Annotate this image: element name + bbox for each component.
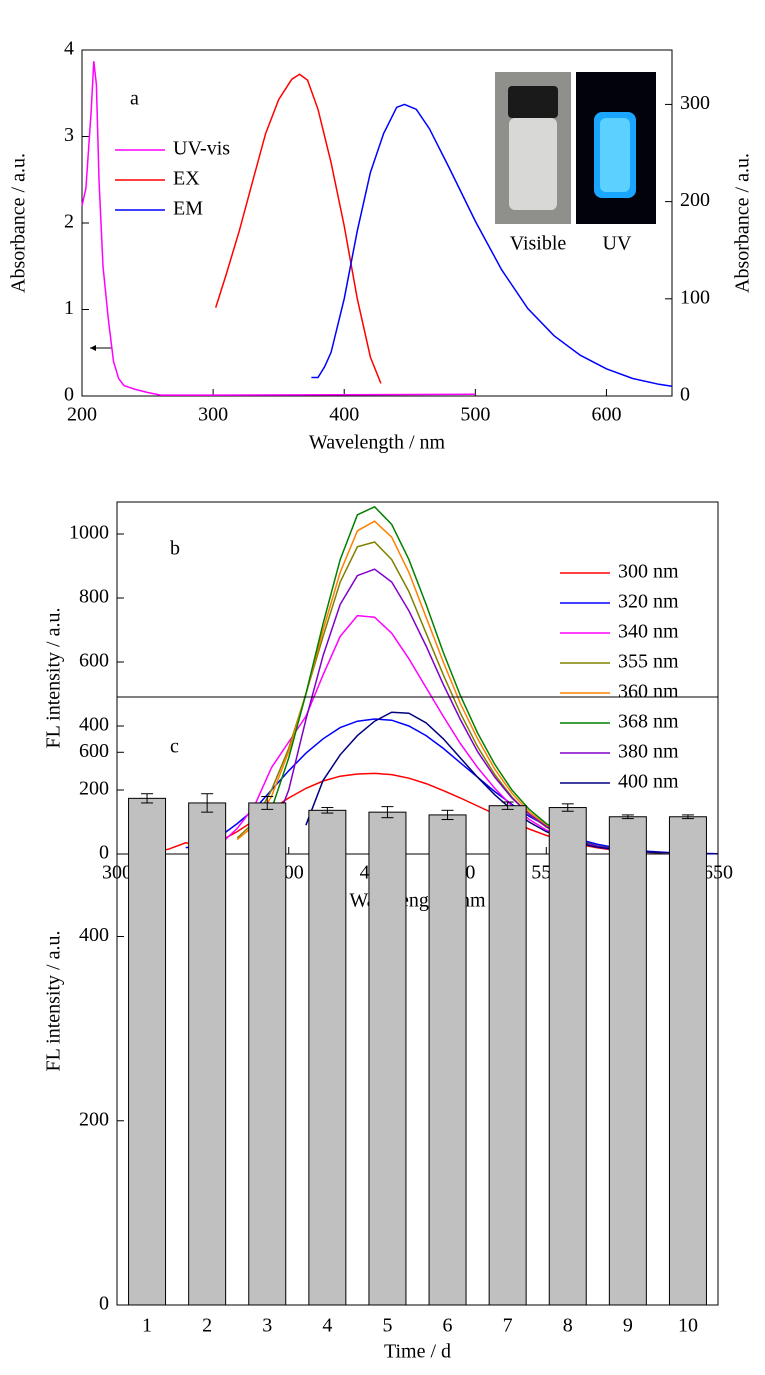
y2-tick-label: 300 xyxy=(680,92,710,114)
x-tick-label: 6 xyxy=(443,1315,453,1337)
y2-tick-label: 0 xyxy=(680,384,690,406)
bar xyxy=(428,814,467,1306)
x-tick-label: 8 xyxy=(563,1315,573,1337)
panel-label: b xyxy=(170,538,180,560)
plot-frame xyxy=(116,501,719,855)
legend-label: 355 nm xyxy=(618,651,679,673)
legend-label: 400 nm xyxy=(618,771,679,793)
x-tick-label: 200 xyxy=(67,404,97,426)
bar xyxy=(308,809,347,1306)
bar xyxy=(488,805,527,1306)
y2-tick-label: 200 xyxy=(680,189,710,211)
y2-axis-label: Absorbance / a.u. xyxy=(732,153,754,293)
y-tick-label: 3 xyxy=(64,124,74,146)
bar xyxy=(128,797,167,1306)
panel-label: a xyxy=(130,88,139,110)
series-line xyxy=(214,73,382,384)
y2-tick-label: 100 xyxy=(680,286,710,308)
y-tick-label: 600 xyxy=(79,650,109,672)
x-tick-label: 5 xyxy=(382,1315,392,1337)
legend-label: EM xyxy=(173,198,203,220)
y-tick-label: 400 xyxy=(79,714,109,736)
series-line xyxy=(81,61,476,396)
bar xyxy=(668,816,707,1306)
legend-label: 380 nm xyxy=(618,741,679,763)
bar xyxy=(368,811,407,1306)
panel-label: c xyxy=(170,736,179,758)
legend-label: 368 nm xyxy=(618,711,679,733)
legend-label: 340 nm xyxy=(618,621,679,643)
y-tick-label: 0 xyxy=(99,842,109,864)
x-tick-label: 7 xyxy=(503,1315,513,1337)
bar xyxy=(188,802,227,1306)
x-tick-label: 400 xyxy=(329,404,359,426)
y-tick-label: 600 xyxy=(79,740,109,762)
legend-label: 300 nm xyxy=(618,561,679,583)
y-axis-label: Absorbance / a.u. xyxy=(8,153,30,293)
x-tick-label: 300 xyxy=(198,404,228,426)
x-tick-label: 600 xyxy=(591,404,621,426)
y-tick-label: 200 xyxy=(79,778,109,800)
x-tick-label: 1 xyxy=(142,1315,152,1337)
axis-arrow-head xyxy=(90,345,96,351)
inset-label: UV xyxy=(603,233,632,255)
y-tick-label: 200 xyxy=(79,1108,109,1130)
legend-label: 320 nm xyxy=(618,591,679,613)
y-tick-label: 800 xyxy=(79,586,109,608)
x-tick-label: 2 xyxy=(202,1315,212,1337)
inset-label: Visible xyxy=(510,233,567,255)
y-tick-label: 1 xyxy=(64,297,74,319)
y-axis-label: FL intensity / a.u. xyxy=(43,931,65,1072)
x-tick-label: 10 xyxy=(678,1315,698,1337)
legend-label: EX xyxy=(173,168,200,190)
y-tick-label: 2 xyxy=(64,211,74,233)
x-axis-label: Time / d xyxy=(384,1341,451,1363)
y-axis-label: FL intensity / a.u. xyxy=(43,608,65,749)
bar xyxy=(548,807,587,1306)
x-tick-label: 9 xyxy=(623,1315,633,1337)
x-axis-label: Wavelength / nm xyxy=(309,432,446,454)
y-tick-label: 1000 xyxy=(69,522,109,544)
vial-glow-core xyxy=(600,118,630,192)
bar xyxy=(248,802,287,1306)
plot-frame xyxy=(116,696,719,1306)
y-tick-label: 400 xyxy=(79,924,109,946)
x-tick-label: 4 xyxy=(322,1315,332,1337)
series-line xyxy=(311,103,673,388)
vial-body xyxy=(509,118,557,210)
x-tick-label: 500 xyxy=(460,404,490,426)
y-tick-label: 0 xyxy=(99,1293,109,1315)
x-tick-label: 3 xyxy=(262,1315,272,1337)
y-tick-label: 4 xyxy=(64,38,74,60)
vial-cap xyxy=(508,86,558,118)
y-tick-label: 0 xyxy=(64,384,74,406)
legend-label: UV-vis xyxy=(173,138,230,160)
legend-label: 360 nm xyxy=(618,681,679,703)
bar xyxy=(608,816,647,1306)
